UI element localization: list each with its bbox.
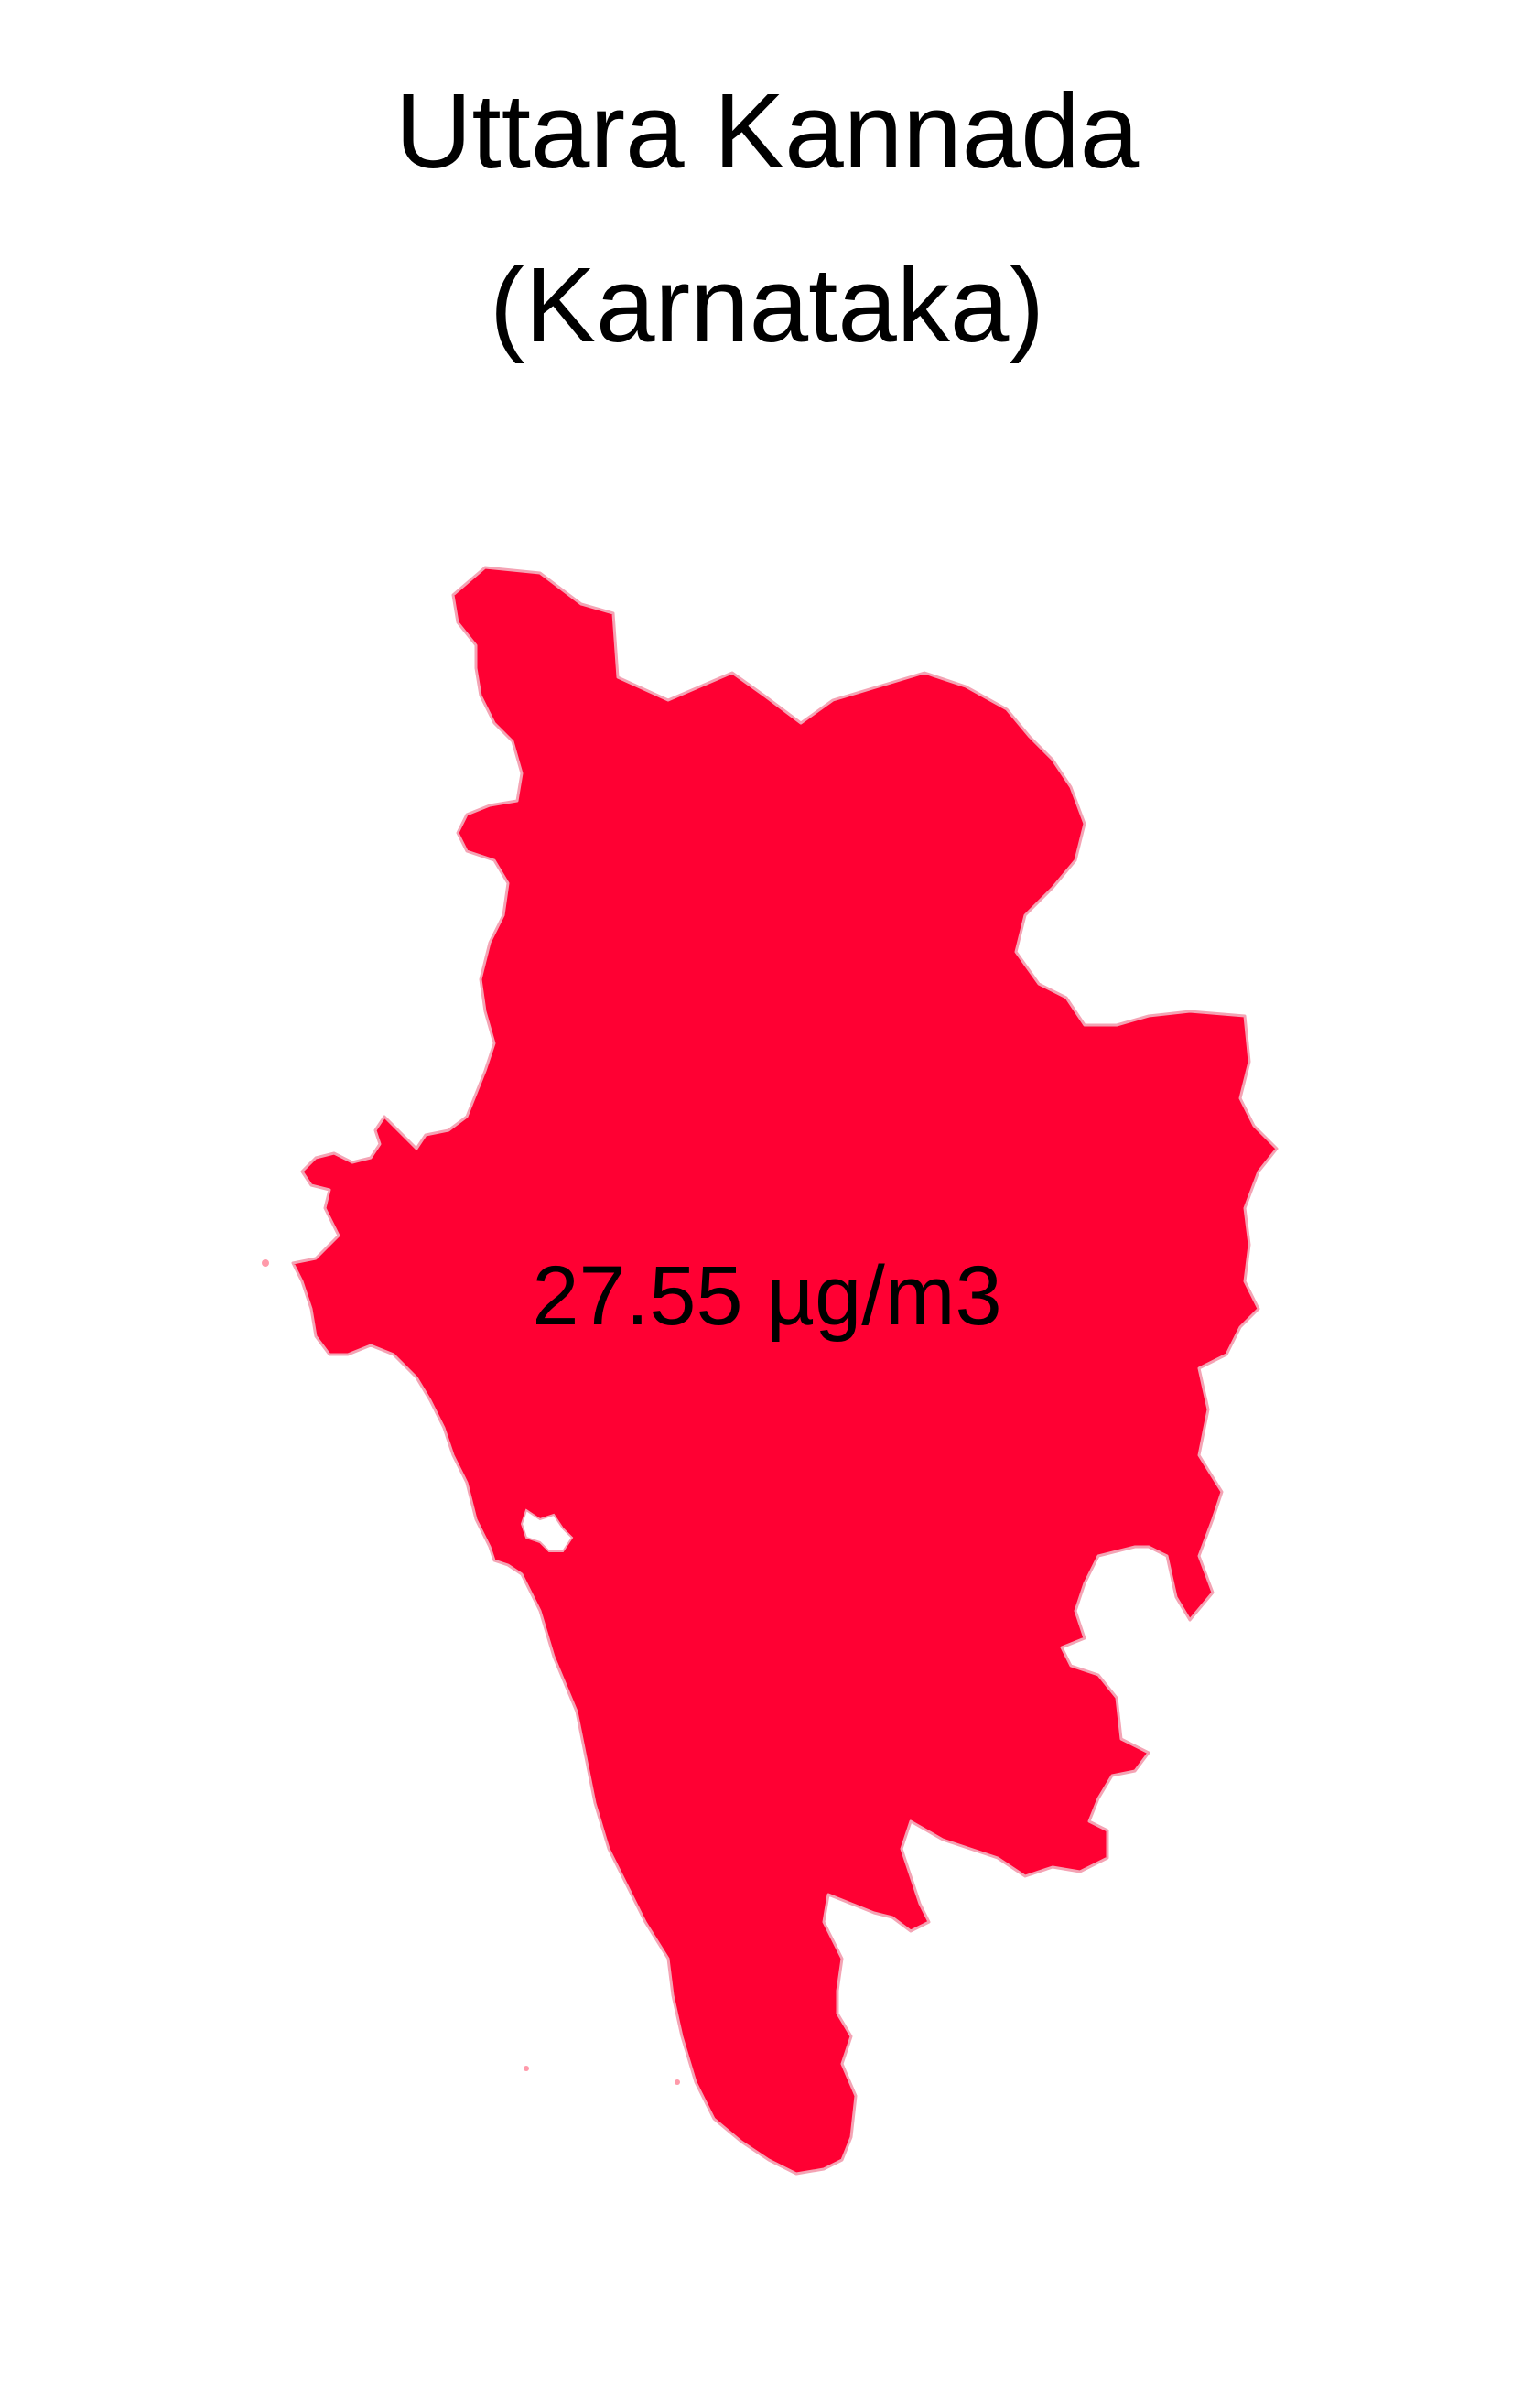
map-title: Uttara Kannada — [394, 71, 1140, 190]
estuary-shape — [520, 1508, 574, 1552]
island-marker — [675, 2079, 680, 2085]
district-shape — [291, 566, 1279, 2176]
map-subtitle: (Karnataka) — [489, 245, 1045, 364]
island-marker — [262, 1259, 269, 1267]
island-marker — [524, 2066, 529, 2071]
district-value-label: 27.55 µg/m3 — [532, 1249, 1002, 1343]
